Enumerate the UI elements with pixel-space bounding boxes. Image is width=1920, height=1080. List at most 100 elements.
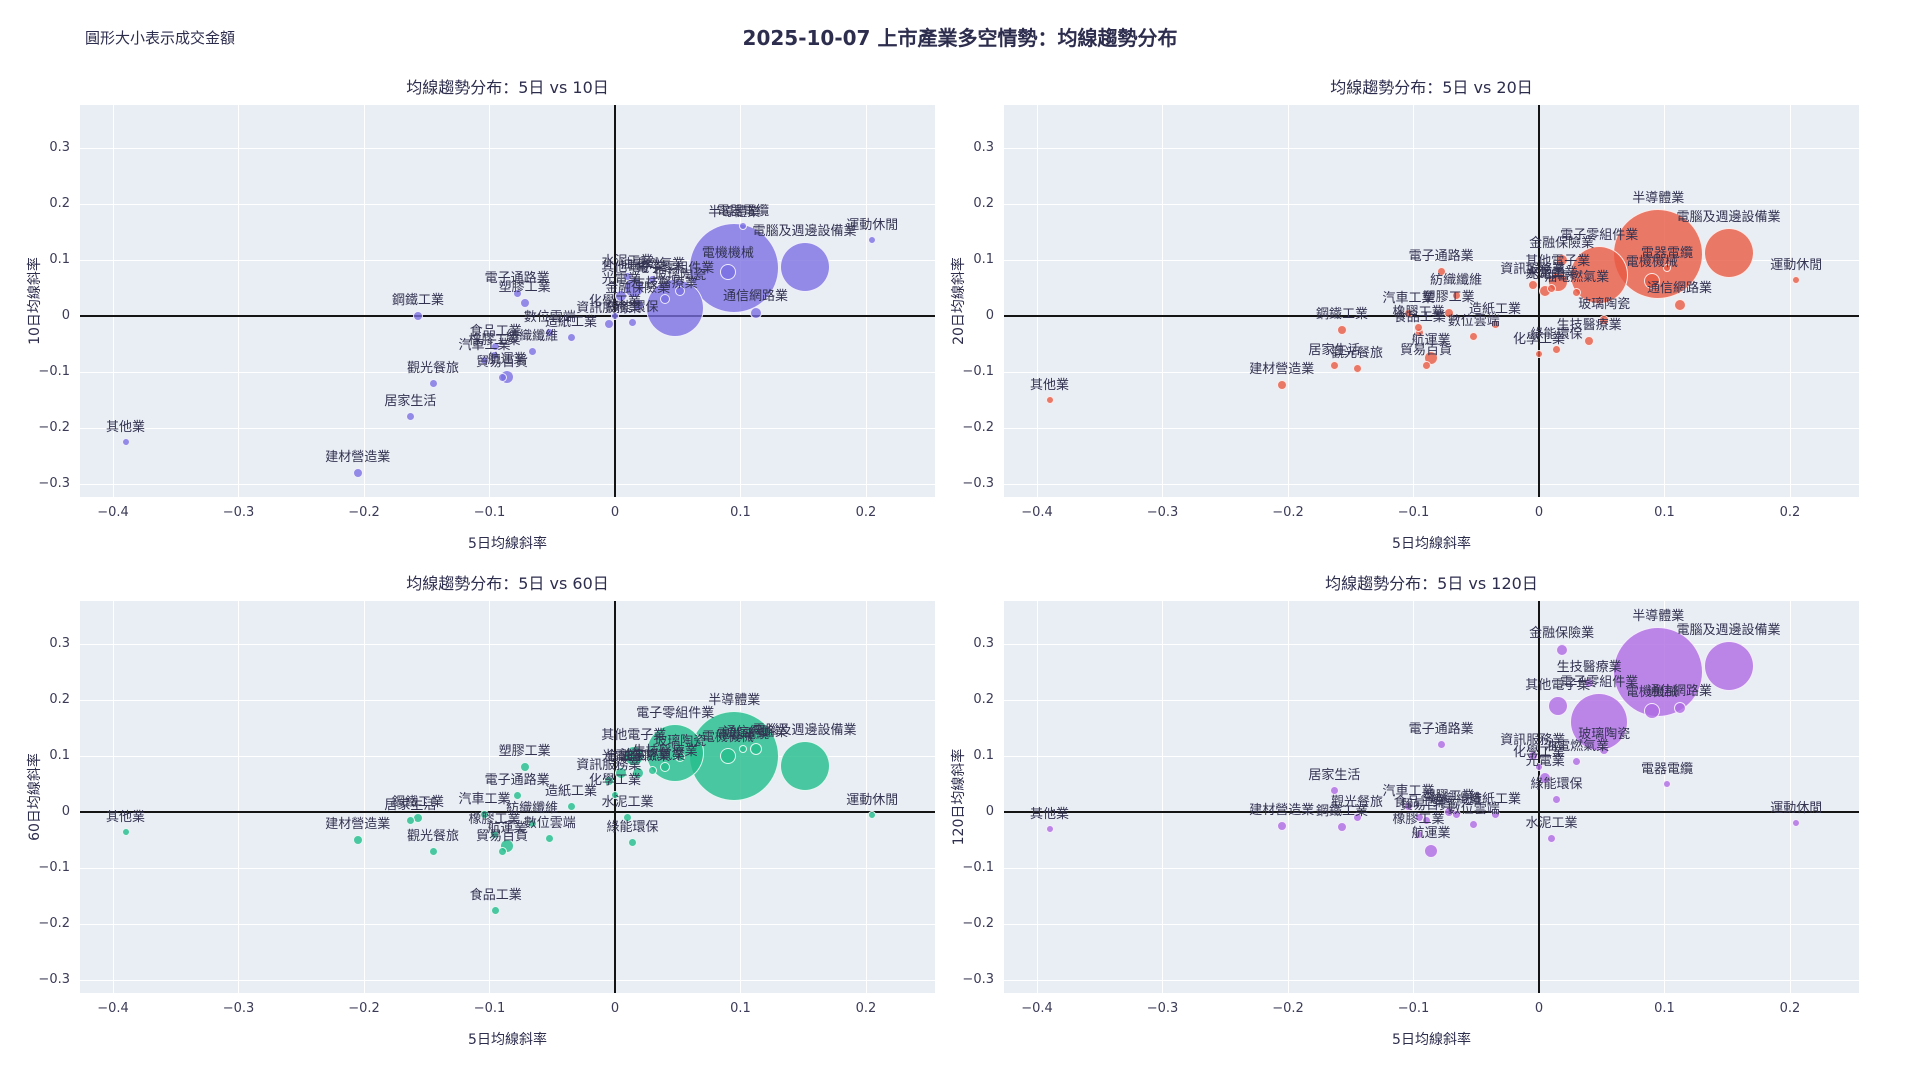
y-tick-label: 0.3 — [49, 636, 70, 651]
chart-title: 均線趨勢分布：5日 vs 10日 — [406, 78, 609, 97]
bubble-電子通路業 — [1436, 266, 1446, 276]
industry-label-航運業: 航運業 — [487, 352, 527, 368]
bubble-造紙工業 — [1490, 809, 1500, 819]
y-tick-label: 0 — [61, 804, 70, 819]
industry-label-通信網路業: 通信網路業 — [1647, 684, 1713, 700]
bubble-電器電纜 — [739, 222, 747, 231]
x-tick-label: 0.2 — [1779, 1001, 1801, 1016]
y-axis-title: 60日均線斜率 — [27, 753, 43, 841]
plot-area: 半導體業 電腦及週邊設備業 電子零組件業 電機機械 電器電纜 通信網路業 運動休閒 金融保險業… — [80, 601, 935, 993]
industry-label-航運業: 航運業 — [1411, 333, 1451, 348]
chart-title: 均線趨勢分布：5日 vs 60日 — [406, 574, 609, 593]
industry-label-食品工業: 食品工業 — [469, 887, 522, 903]
industry-label-電子通路業: 電子通路業 — [484, 271, 550, 287]
y-tick-label: −0.1 — [962, 364, 994, 379]
gridline — [865, 601, 867, 993]
industry-label-居家生活: 居家生活 — [1308, 768, 1361, 784]
bubble-玻璃陶瓷 — [1599, 745, 1610, 756]
industry-label-鋼鐵工業: 鋼鐵工業 — [391, 293, 444, 308]
gridline — [112, 105, 114, 497]
bubble-電子零組件業 — [646, 724, 705, 783]
industry-label-運動休閒: 運動休閒 — [1770, 258, 1823, 274]
y-tick-label: −0.2 — [962, 916, 994, 931]
bubble-汽車工業 — [1403, 801, 1413, 811]
y-tick-label: 0.2 — [973, 196, 994, 211]
chart-title: 均線趨勢分布：5日 vs 120日 — [1325, 574, 1538, 593]
bubble-運動休閒 — [868, 236, 877, 245]
bubble-鋼鐵工業 — [1336, 822, 1347, 833]
bubble-通信網路業 — [1673, 298, 1686, 311]
industry-label-半導體業: 半導體業 — [708, 205, 761, 221]
bubble-紡織纖維 — [527, 346, 537, 356]
industry-label-造紙工業: 造紙工業 — [1469, 302, 1522, 318]
y-tick-label: −0.2 — [38, 420, 70, 435]
industry-label-電機機械: 電機機械 — [701, 730, 754, 745]
y-tick-label: −0.3 — [962, 972, 994, 987]
industry-label-數位雲端: 數位雲端 — [523, 816, 576, 832]
industry-label-紡織纖維: 紡織纖維 — [506, 328, 559, 344]
gridline — [1004, 867, 1859, 869]
bubble-居家生活 — [405, 816, 415, 826]
industry-label-塑膠工業: 塑膠工業 — [1422, 789, 1475, 804]
industry-label-電機機械: 電機機械 — [701, 245, 754, 261]
gridline — [1004, 923, 1859, 925]
bubble-造紙工業 — [566, 332, 576, 342]
industry-label-電腦及週邊設備業: 電腦及週邊設備業 — [1676, 209, 1781, 225]
bubble-塑膠工業 — [519, 762, 530, 773]
industry-label-水泥工業: 水泥工業 — [1525, 816, 1578, 832]
bubble-電機機械 — [719, 263, 736, 280]
x-tick-label: 0 — [610, 1001, 620, 1016]
bubble-居家生活 — [1329, 361, 1339, 371]
zero-y-line — [80, 315, 935, 317]
bubble-綠能環保 — [1552, 794, 1562, 804]
industry-label-金融保險業: 金融保險業 — [605, 280, 671, 296]
bubble-橡膠工業 — [490, 829, 500, 839]
x-tick-label: 0.1 — [1654, 1001, 1675, 1016]
bubble-電機機械 — [1643, 272, 1660, 289]
bubble-其他電子業 — [623, 278, 644, 298]
zero-y-line — [80, 811, 935, 813]
gridline — [1664, 105, 1665, 497]
bubble-運動休閒 — [868, 810, 877, 819]
bubble-電腦及週邊設備業 — [779, 741, 830, 792]
bubble-油電燃氣業 — [648, 275, 658, 285]
bubble-光電業 — [615, 766, 628, 779]
industry-label-數位雲端: 數位雲端 — [523, 310, 576, 326]
bubble-紡織纖維 — [1451, 291, 1461, 301]
y-tick-label: 0.3 — [973, 140, 994, 155]
bubble-汽車工業 — [1403, 308, 1413, 318]
industry-label-電機機械: 電機機械 — [1625, 254, 1678, 270]
bubble-電器電纜 — [1663, 780, 1671, 788]
gridline — [1036, 601, 1038, 993]
bubble-size-note: 圓形大小表示成交金額 — [85, 29, 236, 47]
gridline — [80, 923, 935, 925]
y-tick-label: 0.1 — [973, 252, 994, 267]
industry-label-航運業: 航運業 — [487, 820, 527, 836]
industry-label-玻璃陶瓷: 玻璃陶瓷 — [1578, 296, 1631, 312]
bubble-觀光餐旅 — [1352, 363, 1362, 373]
bubble-汽車工業 — [479, 356, 489, 366]
gridline — [363, 601, 365, 993]
bubble-資訊服務業 — [603, 776, 614, 787]
bubble-金融保險業 — [1555, 254, 1568, 266]
bubble-資訊服務業 — [1527, 280, 1538, 291]
bubble-橡膠工業 — [1414, 322, 1424, 332]
y-axis-title: 10日均線斜率 — [27, 257, 43, 345]
gridline — [363, 105, 365, 497]
bubble-其他電子業 — [623, 746, 644, 766]
industry-label-綠能環保: 綠能環保 — [606, 819, 659, 835]
gridline — [1004, 699, 1859, 701]
industry-label-居家生活: 居家生活 — [384, 394, 437, 410]
bubble-建材營造業 — [352, 467, 363, 478]
bubble-建材營造業 — [352, 835, 363, 845]
x-tick-label: 0 — [610, 505, 620, 520]
bubble-油電燃氣業 — [1572, 757, 1582, 767]
bubble-運動休閒 — [1792, 276, 1801, 285]
plot-area: 半導體業 電腦及週邊設備業 電子零組件業 電機機械 電器電纜 通信網路業 運動休閒 金融保險業… — [1004, 105, 1859, 497]
gridline — [1004, 147, 1859, 149]
x-axis-title: 5日均線斜率 — [1392, 536, 1471, 552]
bubble-建材營造業 — [1276, 379, 1287, 390]
industry-label-其他電子業: 其他電子業 — [1525, 677, 1591, 693]
gridline — [1162, 601, 1163, 993]
gridline — [1004, 259, 1859, 261]
